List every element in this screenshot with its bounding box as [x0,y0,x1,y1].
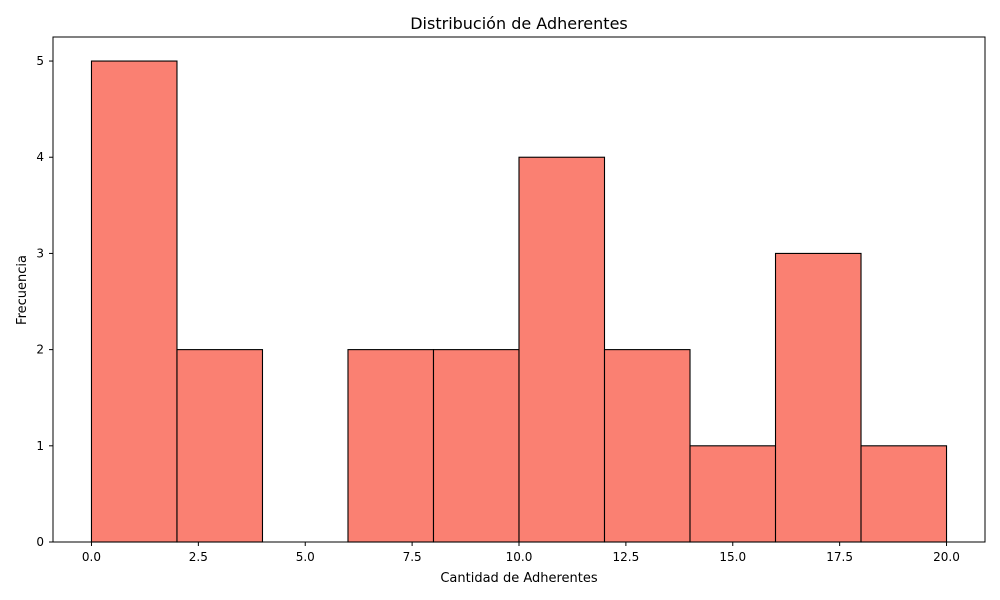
x-tick-label: 5.0 [296,550,315,564]
y-tick-label: 2 [36,343,44,357]
histogram-bar-3 [347,349,435,543]
histogram-bar-4 [432,349,520,543]
y-tick-label: 1 [36,439,44,453]
histogram-bar-1 [176,349,264,543]
x-tick-label: 2.5 [189,550,208,564]
x-tick-label: 20.0 [933,550,960,564]
y-tick-label: 4 [36,150,44,164]
y-tick-label: 0 [36,535,44,549]
x-tick-label: 10.0 [506,550,533,564]
ticks-layer: 0.0 2.5 5.0 7.5 10.0 12.5 15.0 17.5 20.0 0 1 2 3 4 5 [36,54,960,564]
chart-title: Distribución de Adherentes [410,14,628,33]
x-tick-label: 7.5 [403,550,422,564]
x-tick-label: 15.0 [719,550,746,564]
y-axis-label: Frecuencia [15,255,30,325]
x-tick-label: 17.5 [826,550,853,564]
bars-layer [90,60,948,543]
y-tick-label: 5 [36,54,44,68]
x-tick-label: 12.5 [613,550,640,564]
histogram-bar-8 [774,252,862,543]
histogram-bar-0 [90,60,178,543]
x-tick-label: 0.0 [82,550,101,564]
histogram-bar-5 [518,156,606,543]
histogram-bar-7 [689,445,777,543]
histogram-bar-6 [603,349,691,543]
histogram-bar-9 [860,445,948,543]
x-axis-label: Cantidad de Adherentes [440,571,598,586]
y-tick-label: 3 [36,246,44,260]
